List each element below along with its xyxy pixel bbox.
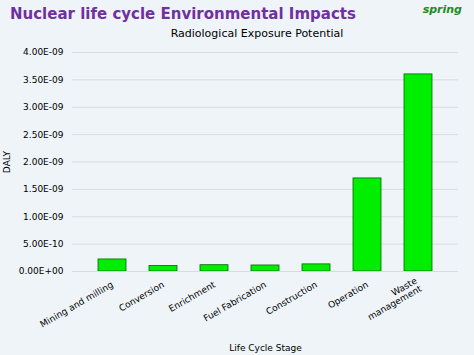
svg-text:Enrichment: Enrichment <box>167 279 217 314</box>
svg-text:DALY: DALY <box>2 150 12 173</box>
svg-text:5.00E-10: 5.00E-10 <box>23 239 64 249</box>
svg-text:3.50E-09: 3.50E-09 <box>23 75 64 85</box>
svg-text:Fuel Fabrication: Fuel Fabrication <box>202 280 268 324</box>
svg-text:Life Cycle Stage: Life Cycle Stage <box>229 343 302 353</box>
svg-text:1.00E-09: 1.00E-09 <box>23 212 64 222</box>
svg-text:Conversion: Conversion <box>117 280 166 314</box>
svg-text:Wastemanagement: Wastemanagement <box>361 275 423 322</box>
svg-text:Construction: Construction <box>264 280 319 317</box>
svg-text:1.50E-09: 1.50E-09 <box>23 184 64 194</box>
svg-text:0.00E+00: 0.00E+00 <box>19 266 64 276</box>
html-text:Nuclear life cycle Environment: Nuclear life cycle Environmental Impacts <box>10 5 356 23</box>
svg-text:3.00E-09: 3.00E-09 <box>23 102 64 112</box>
html-text:Radiological Exposure Potentia: Radiological Exposure Potential <box>170 27 344 40</box>
svg-text:4.00E-09: 4.00E-09 <box>23 47 64 57</box>
svg-text:2.50E-09: 2.50E-09 <box>23 130 64 140</box>
svg-text:Mining and milling: Mining and milling <box>38 280 115 330</box>
svg-text:2.00E-09: 2.00E-09 <box>23 157 64 167</box>
svg-text:Operation: Operation <box>326 280 370 311</box>
html-text:spring: spring <box>422 3 462 16</box>
